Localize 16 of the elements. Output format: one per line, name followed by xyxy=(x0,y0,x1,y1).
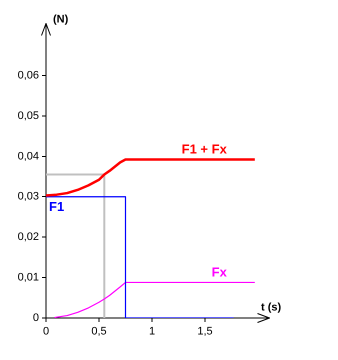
x-tick-label: 1 xyxy=(148,326,156,338)
y-tick-label: 0 xyxy=(32,312,39,324)
x-tick-label: 0,5 xyxy=(91,326,107,338)
x-tick-label: 0 xyxy=(42,326,50,338)
x-tick-label: 1,5 xyxy=(197,326,213,338)
y-tick-label: 0,01 xyxy=(18,272,39,284)
y-tick-label: 0,02 xyxy=(18,231,39,244)
y-tick-label: 0,05 xyxy=(18,110,39,122)
y-axis-title: (N) xyxy=(53,14,69,26)
y-tick-label: 0,06 xyxy=(18,69,39,82)
series-label: F1 + Fx xyxy=(182,142,228,157)
series-label: F1 xyxy=(49,198,64,214)
x-axis-title: t (s) xyxy=(261,302,282,314)
series-label: Fx xyxy=(212,264,228,280)
y-tick-label: 0,04 xyxy=(18,150,39,162)
y-tick-label: 0,03 xyxy=(18,190,39,203)
